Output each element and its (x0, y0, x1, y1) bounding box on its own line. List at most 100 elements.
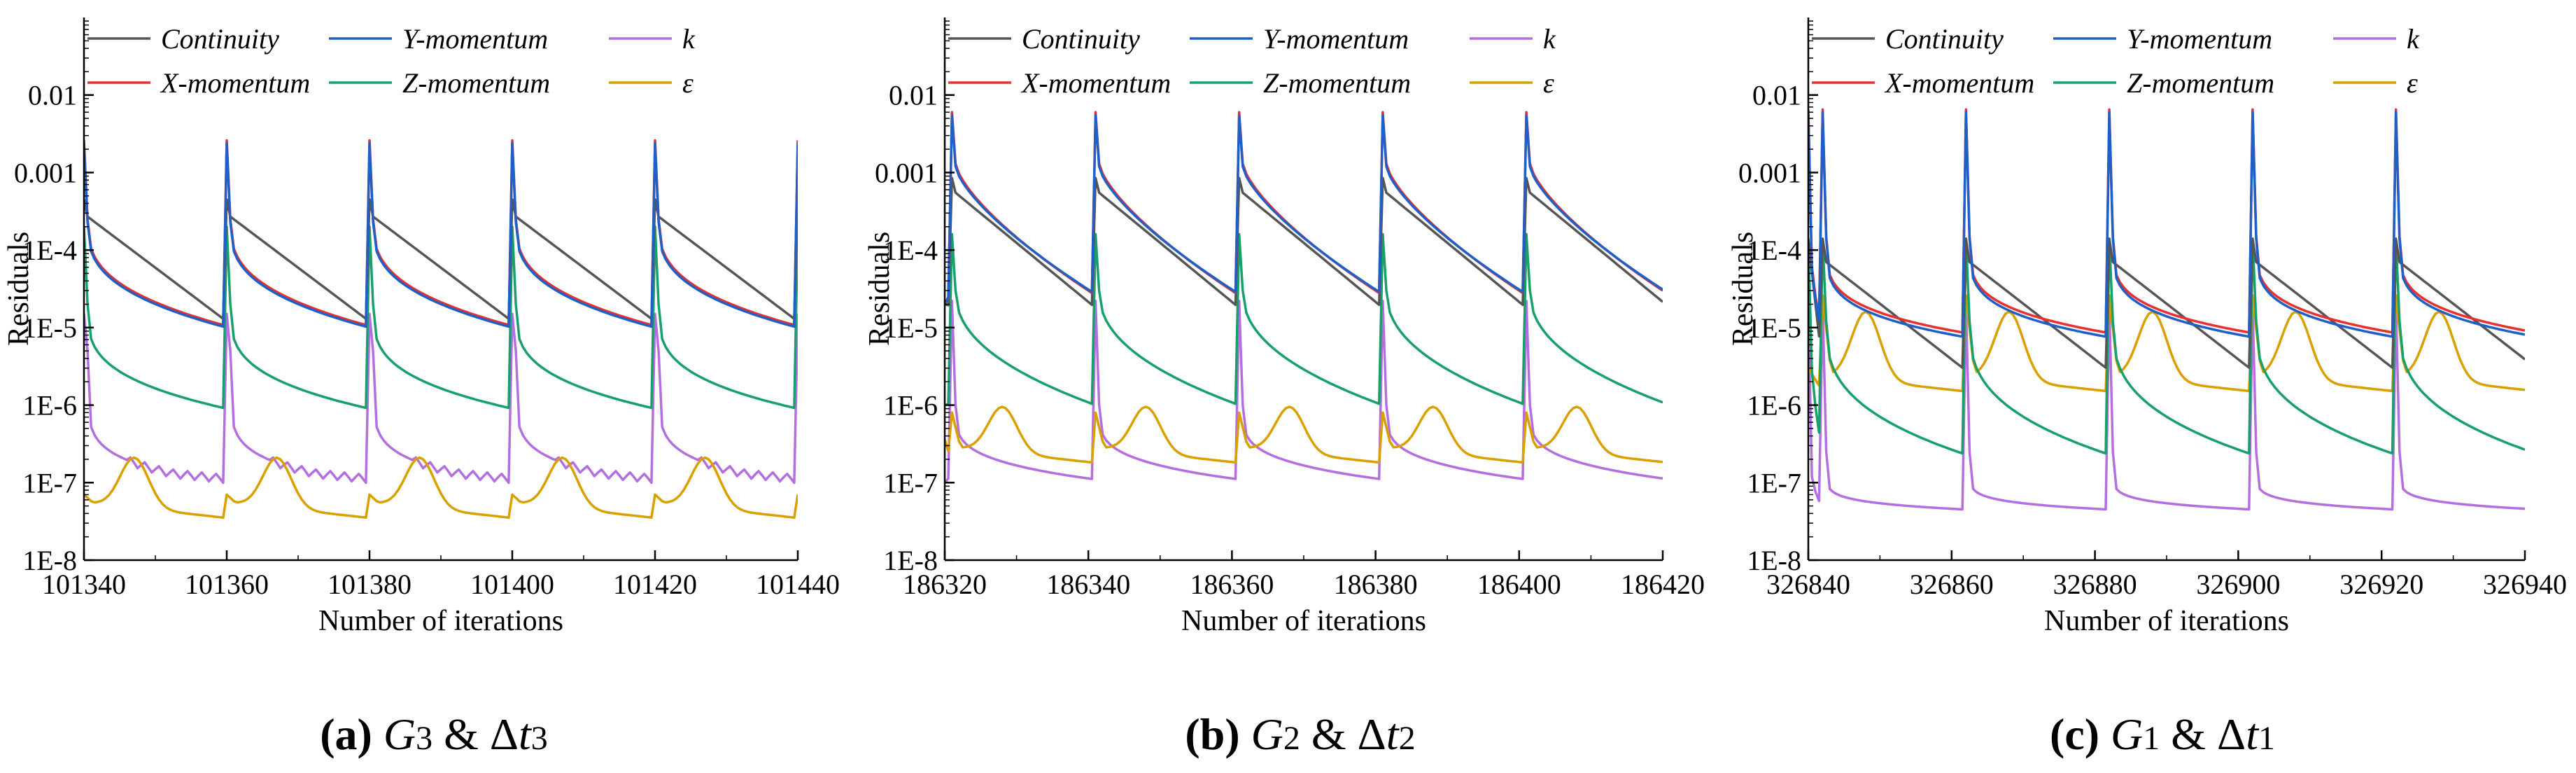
legend-label: Z-momentum (2127, 67, 2274, 99)
caption-grid: G (1251, 709, 1283, 759)
y-tick-label: 0.001 (1738, 157, 1801, 188)
y-tick-label: 1E-5 (1747, 312, 1801, 344)
legend-label: Y-momentum (2127, 23, 2272, 55)
series-line-z-momentum (84, 225, 798, 410)
x-tick-label: 101360 (185, 569, 269, 600)
y-tick-label: 1E-6 (22, 390, 77, 422)
series-line-k (84, 312, 798, 485)
legend-label: Continuity (1885, 23, 2004, 55)
legend-label: Y-momentum (402, 23, 548, 55)
legend-item: Continuity (948, 23, 1140, 55)
legend: Continuity X-momentum Y-momentum Z-momentum… (87, 23, 696, 99)
legend-item: k (1470, 23, 1556, 55)
y-tick-label: 1E-7 (883, 467, 938, 499)
series-group (945, 111, 1663, 484)
legend-item: Continuity (1812, 23, 2004, 55)
legend-label: Z-momentum (1263, 67, 1411, 99)
series-line-y-momentum (84, 141, 798, 328)
y-tick-label: 0.01 (889, 80, 938, 111)
series-line-k (945, 300, 1663, 484)
series-line- (945, 405, 1663, 464)
caption-grid-sub: 1 (2143, 720, 2160, 757)
legend-item: ε (1470, 67, 1554, 99)
caption-grid-sub: 3 (416, 720, 432, 757)
legend-item: Z-momentum (2053, 67, 2274, 99)
caption-step-sub: 1 (2258, 720, 2275, 757)
y-axis-title: Residuals (864, 232, 896, 346)
x-tick-label: 326940 (2483, 569, 2567, 600)
legend-label: X-momentum (1884, 67, 2034, 99)
y-tick-label: 1E-6 (1747, 390, 1801, 422)
series-line-k (1808, 302, 2525, 511)
x-tick-label: 186400 (1477, 569, 1561, 600)
legend-item: ε (609, 67, 694, 99)
y-tick-label: 0.001 (875, 157, 938, 188)
series-line-y-momentum (1808, 111, 2525, 338)
caption-grid-sub: 2 (1283, 720, 1300, 757)
x-axis-title: Number of iterations (1181, 605, 1426, 637)
x-tick-label: 326840 (1766, 569, 1850, 600)
x-tick-label: 186340 (1046, 569, 1130, 600)
x-tick-label: 101440 (756, 569, 840, 600)
caption-letter: (c) (2050, 709, 2099, 759)
caption-step: t (519, 709, 533, 759)
legend: Continuity X-momentum Y-momentum Z-momentum… (948, 23, 1556, 99)
x-tick-label: 186420 (1621, 569, 1705, 600)
series-line- (1808, 294, 2525, 393)
caption-space (2099, 709, 2111, 759)
panel-caption: (c) G1 & Δt1 (2050, 709, 2275, 759)
x-tick-label: 101400 (470, 569, 554, 600)
caption-grid: G (383, 709, 416, 759)
legend-item: X-momentum (1812, 67, 2034, 99)
y-tick-label: 0.001 (14, 157, 77, 188)
x-axis-title: Number of iterations (318, 605, 563, 637)
legend-label: ε (2407, 67, 2418, 99)
legend-label: Continuity (1022, 23, 1140, 55)
chart-panel-b: 1E-8 1E-7 1E-6 1E-5 1E-4 0.001 0.01 186320 18634… (864, 18, 1705, 759)
legend-label: Continuity (161, 23, 279, 55)
y-tick-label: 0.01 (1752, 80, 1801, 111)
caption-step: t (1386, 709, 1400, 759)
series-line- (84, 456, 798, 519)
y-axis-title: Residuals (1727, 232, 1759, 346)
series-line-continuity (945, 176, 1663, 307)
legend-label: k (1543, 23, 1556, 55)
y-tick-label: 1E-4 (22, 235, 77, 266)
x-tick-label: 186360 (1190, 569, 1274, 600)
legend-item: X-momentum (948, 67, 1171, 99)
legend-item: Y-momentum (1190, 23, 1409, 55)
legend-item: Z-momentum (1190, 67, 1411, 99)
y-tick-label: 1E-8 (22, 545, 77, 576)
caption-step-sub: 2 (1399, 720, 1416, 757)
legend-item: k (609, 23, 696, 55)
caption-step: t (2246, 709, 2260, 759)
series-group (84, 139, 798, 519)
y-tick-label: 1E-8 (883, 545, 938, 576)
legend-label: k (2407, 23, 2420, 55)
x-tick-label: 101420 (613, 569, 697, 600)
legend-label: k (682, 23, 696, 55)
legend-label: Y-momentum (1263, 23, 1409, 55)
x-tick-label: 101380 (328, 569, 411, 600)
panel-caption: (a) G3 & Δt3 (320, 709, 548, 759)
legend-item: Continuity (87, 23, 279, 55)
series-line-continuity (1808, 237, 2525, 369)
legend-label: X-momentum (1020, 67, 1171, 99)
legend-item: Z-momentum (329, 67, 550, 99)
series-group (1808, 108, 2525, 511)
series-line-z-momentum (1808, 237, 2525, 455)
y-tick-label: 1E-4 (883, 235, 938, 266)
caption-space (372, 709, 383, 759)
legend-item: Y-momentum (329, 23, 548, 55)
caption-amp-delta: & Δ (432, 709, 519, 759)
legend: Continuity X-momentum Y-momentum Z-momentum… (1812, 23, 2420, 99)
panel-caption: (b) G2 & Δt2 (1185, 709, 1415, 759)
legend-item: k (2333, 23, 2420, 55)
legend-item: ε (2333, 67, 2418, 99)
caption-letter: (a) (320, 709, 372, 759)
series-line-x-momentum (84, 139, 798, 326)
y-tick-label: 1E-5 (22, 312, 77, 344)
x-tick-label: 326900 (2196, 569, 2280, 600)
caption-amp-delta: & Δ (1300, 709, 1386, 759)
